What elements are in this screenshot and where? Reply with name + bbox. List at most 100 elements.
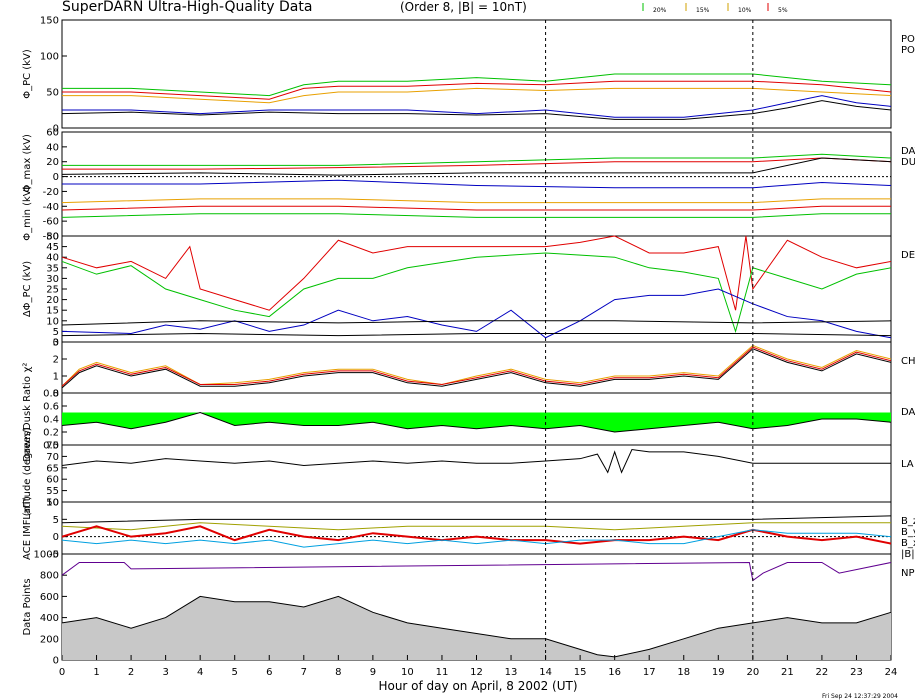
series-line (62, 87, 892, 104)
y-tick-label: 30 (46, 274, 59, 285)
series-line (61, 449, 891, 474)
x-tick-label: 16 (608, 667, 621, 678)
y-axis-label: χ² (22, 363, 33, 373)
panel-right-label: DE (901, 250, 915, 261)
series-line (62, 153, 892, 166)
y-tick-label: 65 (46, 463, 59, 474)
x-tick-label: 21 (781, 667, 794, 678)
x-tick-label: 10 (401, 667, 414, 678)
y-tick-label: 0 (53, 389, 59, 400)
figure-title: SuperDARN Ultra-High-Quality Data (62, 0, 312, 15)
panel-right-label: |B| (901, 549, 915, 560)
x-tick-label: 2 (128, 667, 134, 678)
y-axis-label: ACE IMF (nT) (22, 496, 33, 560)
legend: 20% 15% 10% 5% (642, 3, 788, 14)
y-tick-label: 60 (46, 128, 59, 139)
y-tick-label: 0.2 (43, 428, 59, 439)
series-fill (62, 596, 891, 660)
panel-ratio: 0.0 0.2 0.4 0.6 0.8 Dawn/Dusk Ratio DA (22, 376, 915, 462)
legend-label-20: 20% (653, 7, 667, 14)
series-line (61, 320, 892, 326)
y-tick-label: -80 (43, 232, 59, 243)
y-axis-label: Dawn/Dusk Ratio (22, 376, 33, 462)
y-tick-label: 200 (40, 634, 59, 645)
y-tick-label: 70 (46, 452, 59, 463)
y-tick-label: 40 (46, 142, 59, 153)
y-axis-label: ΔΦ_PC (kV) (22, 261, 33, 317)
render-timestamp: Fri Sep 24 12:37:29 2004 (822, 693, 898, 700)
panel-phi_minmax: -80 -60 -40 -20 0 20 40 60 Φ_max (kV)Φ_min (kV) D… (22, 128, 915, 243)
y-tick-label: -20 (43, 187, 59, 198)
y-tick-label: 10 (46, 316, 59, 327)
series-line (61, 525, 892, 545)
y-tick-label: 0.6 (43, 402, 59, 413)
figure-subtitle: (Order 8, |B| = 10nT) (400, 0, 527, 14)
series-line (61, 522, 891, 531)
series-line (61, 348, 892, 389)
x-tick-label: 0 (59, 667, 65, 678)
x-tick-label: 15 (574, 667, 587, 678)
x-tick-label: 20 (746, 667, 759, 678)
series-line (61, 515, 892, 524)
y-tick-label: 50 (46, 88, 59, 99)
panel-frame (61, 501, 892, 555)
series-line (61, 205, 891, 211)
series-line (61, 529, 892, 548)
panel-right-label: LA (901, 459, 914, 470)
x-tick-label: 9 (370, 667, 376, 678)
x-tick-label: 7 (301, 667, 307, 678)
y-tick-label: 150 (40, 16, 59, 27)
x-tick-label: 19 (712, 667, 725, 678)
x-tick-label: 13 (505, 667, 518, 678)
y-tick-label: 100 (40, 52, 59, 63)
y-tick-label: 40 (46, 253, 59, 264)
series-line (62, 157, 892, 170)
series-line (61, 595, 892, 658)
y-tick-label: 15 (46, 306, 59, 317)
x-tick-label: 11 (436, 667, 449, 678)
panel-right-label: B_y (901, 527, 915, 538)
y-tick-label: -60 (43, 217, 59, 228)
panel-frame (61, 341, 892, 394)
x-axis: 0 1 2 3 4 5 6 7 8 9 10 11 12 13 14 15 16 17 18 19 20 21 22 23 24 (59, 655, 897, 678)
y-axis-label: Data Points (22, 578, 33, 635)
series-line (61, 100, 892, 120)
y-tick-label: 25 (46, 285, 59, 296)
panel-right-label: B_z (901, 516, 915, 527)
y-tick-label: 1 (53, 372, 59, 383)
y-tick-label: 75 (46, 441, 59, 452)
series-line (61, 213, 891, 218)
y-tick-label: 60 (46, 475, 59, 486)
y-tick-label: -40 (43, 202, 59, 213)
x-tick-label: 12 (470, 667, 483, 678)
x-tick-label: 1 (93, 667, 99, 678)
y-tick-label: 0 (53, 124, 59, 135)
y-axis-label: Φ_PC (kV) (22, 49, 33, 99)
legend-label-15: 15% (696, 7, 710, 14)
y-tick-label: 2 (53, 355, 59, 366)
panel-right-label: PO (901, 45, 915, 56)
series-line (61, 346, 892, 387)
y-tick-label: 5 (53, 327, 59, 338)
series-line (62, 73, 892, 97)
y-axis-label: Latitude (degrees) (22, 427, 33, 519)
y-tick-label: 5 (53, 515, 59, 526)
series-line (61, 288, 892, 339)
x-tick-label: 5 (232, 667, 238, 678)
y-tick-label: 45 (46, 242, 59, 253)
y-axis-label-bottom: Φ_min (kV) (22, 185, 33, 240)
x-tick-label: 6 (266, 667, 272, 678)
panel-right-label: B_x (901, 538, 915, 549)
y-tick-label: 20 (46, 295, 59, 306)
x-tick-label: 4 (197, 667, 203, 678)
y-tick-label: 0.4 (43, 415, 59, 426)
panel-right-label: DAY (901, 146, 915, 157)
y-axis-label: Φ_max (kV) (22, 134, 33, 192)
panel-frame (61, 444, 892, 503)
panel-right-label: NP (901, 568, 915, 579)
series-line (62, 80, 892, 100)
